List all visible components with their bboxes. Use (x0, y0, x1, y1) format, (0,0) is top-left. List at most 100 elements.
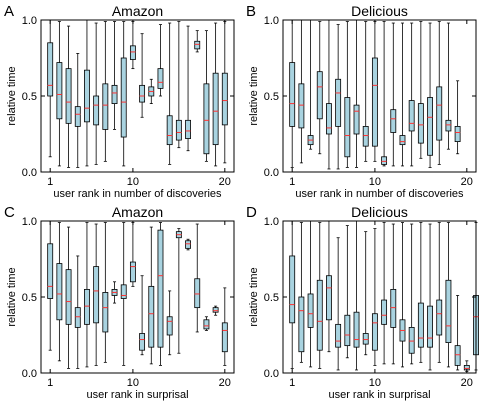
box-1 (289, 19, 296, 168)
box-12 (148, 78, 155, 104)
box-10 (129, 222, 136, 287)
box-8 (111, 21, 118, 130)
x-tick-label: 10 (127, 176, 139, 188)
iqr-box (102, 292, 109, 333)
box-4 (74, 255, 81, 369)
panel-title: Delicious (351, 3, 408, 19)
box-17 (194, 223, 201, 333)
x-tick-label: 1 (289, 377, 295, 389)
iqr-box (120, 57, 127, 138)
iqr-box (221, 322, 228, 353)
box-17 (436, 222, 443, 363)
box-19 (454, 295, 461, 371)
iqr-box (47, 42, 54, 97)
y-tick-label: 0.5 (264, 91, 279, 103)
y-tick-label: 1.0 (22, 15, 37, 27)
iqr-box (335, 78, 342, 127)
iqr-box (203, 319, 210, 330)
iqr-box (148, 285, 155, 348)
box-12 (390, 22, 397, 167)
iqr-box (212, 72, 219, 146)
iqr-box (436, 299, 443, 336)
y-tick-label: 0.5 (22, 292, 37, 304)
box-16 (185, 25, 191, 152)
iqr-box (203, 83, 210, 155)
box-16 (427, 223, 433, 371)
iqr-box (139, 333, 146, 351)
iqr-box (185, 119, 191, 139)
box-18 (203, 316, 210, 331)
x-tick-label: 10 (369, 176, 381, 188)
y-tick-label: 0.0 (22, 368, 37, 380)
iqr-box (344, 97, 351, 158)
box-14 (408, 223, 415, 365)
iqr-box (298, 83, 305, 129)
box-4 (74, 53, 81, 168)
box-18 (203, 30, 210, 162)
iqr-box (362, 333, 369, 345)
iqr-box (408, 326, 415, 354)
x-axis-label: user rank in surprisal (328, 389, 430, 401)
iqr-box (371, 57, 378, 147)
box-17 (436, 21, 443, 165)
iqr-box (326, 103, 332, 135)
iqr-box (194, 278, 201, 309)
box-11 (381, 21, 388, 167)
y-tick-label: 0.0 (264, 368, 279, 380)
iqr-box (102, 83, 109, 130)
box-1 (47, 220, 54, 351)
iqr-box (139, 84, 146, 103)
box-16 (185, 238, 191, 251)
box-5 (326, 19, 332, 170)
iqr-box (129, 261, 136, 283)
iqr-box (454, 345, 461, 366)
box-4 (316, 21, 323, 155)
x-axis-label: user rank in number of discoveries (295, 188, 464, 200)
iqr-box (84, 69, 90, 123)
box-20 (221, 287, 228, 366)
box-2 (56, 222, 63, 362)
box-8 (111, 281, 118, 304)
iqr-box (381, 299, 388, 325)
iqr-box (417, 302, 424, 348)
iqr-box (454, 126, 461, 143)
iqr-box (298, 296, 305, 353)
box-2 (298, 222, 305, 363)
panel-d: D Delicious 0.0 0.5 1.0 1 10 20 user rank in sur… (246, 204, 479, 401)
iqr-box (74, 106, 81, 127)
box-9 (362, 21, 369, 162)
box-5 (84, 19, 90, 167)
y-axis-label: relative time (6, 267, 18, 326)
box-7 (344, 21, 351, 168)
box-4 (316, 222, 323, 369)
box-15 (417, 222, 424, 363)
box-19 (212, 305, 219, 316)
iqr-box (120, 284, 127, 299)
iqr-box (47, 243, 54, 299)
iqr-box (194, 40, 201, 50)
panel-c: C Amazon 0.0 0.5 1.0 1 10 20 user rank in surpri… (4, 204, 235, 401)
iqr-box (362, 126, 369, 147)
iqr-box (185, 240, 191, 249)
y-tick-label: 1.0 (264, 15, 279, 27)
box-12 (390, 223, 397, 365)
x-tick-label: 20 (219, 176, 231, 188)
box-3 (65, 226, 72, 369)
x-tick-label: 10 (369, 377, 381, 389)
iqr-box (390, 109, 397, 133)
box-6 (93, 22, 100, 165)
iqr-box (93, 266, 100, 324)
box-19 (454, 80, 461, 155)
box-14 (166, 290, 173, 356)
box-1 (47, 19, 54, 158)
box-10 (129, 21, 136, 70)
box-15 (175, 228, 182, 354)
box-18 (445, 22, 452, 150)
box-15 (175, 21, 182, 149)
iqr-box (427, 305, 433, 348)
box-2 (298, 19, 305, 164)
box-2 (56, 21, 63, 167)
